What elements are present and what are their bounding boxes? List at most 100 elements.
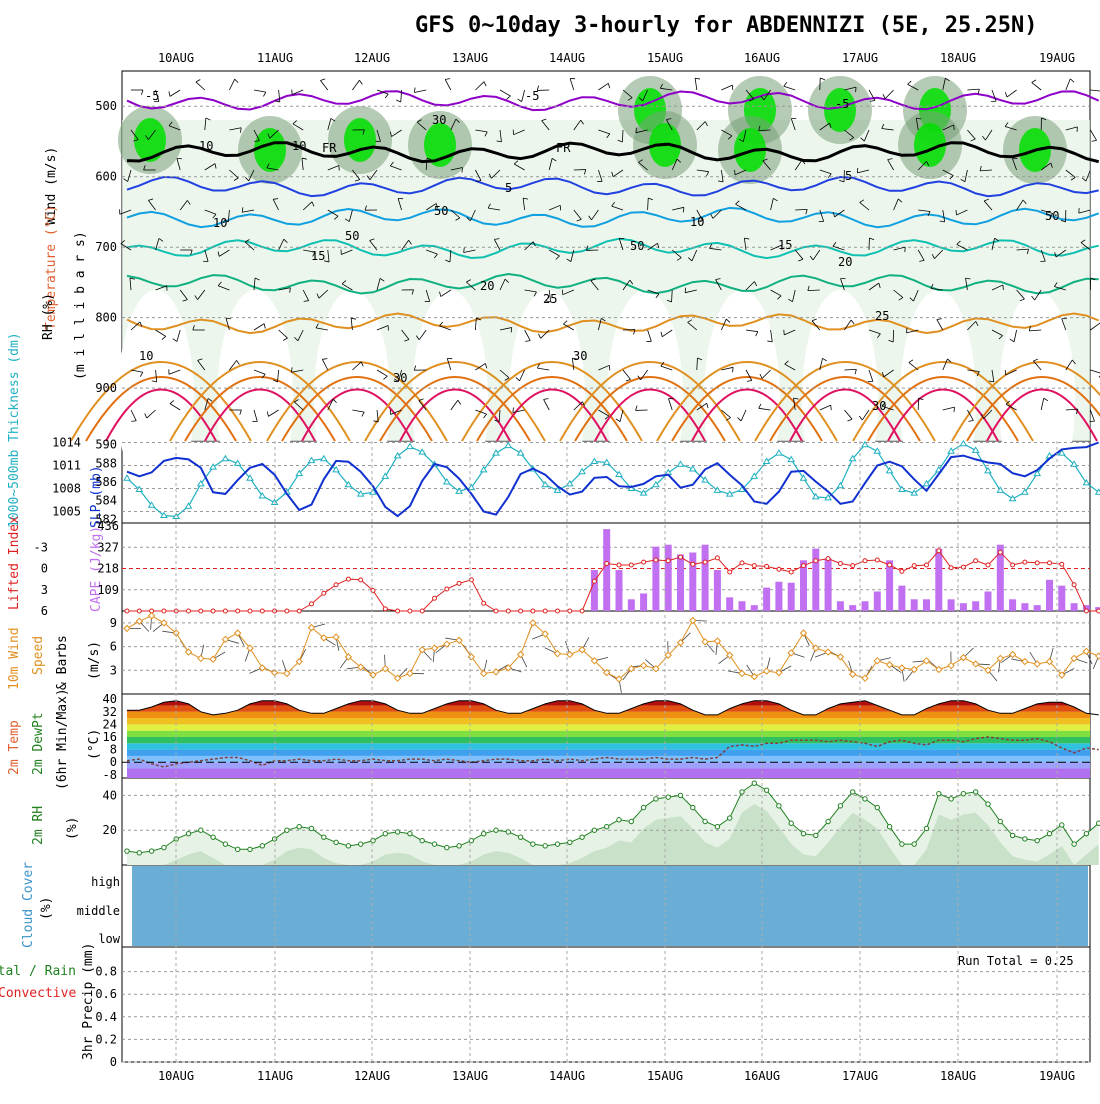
wind-barb [1090,323,1100,330]
rh2m-point [887,825,891,829]
wind-barb [445,79,451,90]
rh2m-label: 2m RH [31,806,46,845]
wind-barb-flag [141,90,143,95]
cape-bar [775,582,782,611]
cape-bar [1009,599,1016,611]
rh2m-point [371,838,375,842]
date-label-top: 14AUG [549,51,585,65]
date-label-bottom: 17AUG [842,1069,878,1083]
wind10-tick: 6 [110,640,117,654]
rh2m-point [322,835,326,839]
date-label-bottom: 15AUG [647,1069,683,1083]
rh2m-point [728,816,732,820]
wind10-speed-line [127,616,1099,679]
wind10-label-3: & Barbs [55,635,70,690]
cape-tick: 109 [97,583,119,597]
cape-bar [812,549,819,611]
wind10-label-1: 10m Wind [7,627,22,690]
lifted-index-point [752,564,756,568]
wind10-point [641,663,647,669]
rh2m-point [1084,831,1088,835]
wind-barb-flag [1003,285,1004,290]
wind-barb [170,90,180,96]
lifted-index-point [998,550,1002,554]
rh2m-point [678,793,682,797]
lifted-index-point [359,578,363,582]
lifted-index-point [925,563,929,567]
rh2m-point [715,825,719,829]
lifted-index-point [851,564,855,568]
wind-barb [967,89,979,90]
lifted-index-point [592,579,596,583]
chart-content: 10AUG10AUG11AUG11AUG12AUG12AUG13AUG13AUG… [34,51,1100,1083]
thickness-point [776,450,782,455]
rh2m-point [334,840,338,844]
date-label-top: 15AUG [647,51,683,65]
lifted-index-point [703,560,707,564]
cloud-unit: (%) [39,897,54,920]
rh2m-point [518,835,522,839]
temp-band [122,724,1090,730]
lifted-tick: 3 [41,583,48,597]
cape-bar [862,601,869,611]
rh2m-point [912,842,916,846]
cape-bar [677,554,684,611]
wind-barb-flag [820,78,825,80]
cape-bar [714,570,721,611]
lifted-index-point [420,609,424,613]
wind-barb-flag [235,79,239,83]
wind-barb [254,90,266,92]
wind-barb-flag [169,91,170,96]
wind-barb-flag [359,80,362,84]
date-label-top: 16AUG [744,51,780,65]
wind10-point [924,658,930,664]
contour-label: 10 [292,139,306,153]
wind10-point [973,661,979,667]
lifted-index-point [900,569,904,573]
cape-bar [640,593,647,611]
cape-bar [1046,580,1053,611]
wind10-tick: 9 [110,616,117,630]
contour-label: 30 [393,371,407,385]
precip-label-1: Total / Rain [0,964,76,979]
contour-label: 50 [345,229,359,243]
lifted-index-point [236,609,240,613]
rh2m-point [248,847,252,851]
lifted-index-point [506,609,510,613]
rh2m-point [543,844,547,848]
wind10-point [493,669,499,675]
rh2m-point [924,826,928,830]
wind10-point [887,662,893,668]
wind-barb-flag [608,83,609,88]
rh2m-point [851,790,855,794]
wind-barb-flag [685,288,686,293]
wind-barb [196,82,205,90]
wind10-point [788,650,794,656]
precip-tick: 0.4 [95,1010,117,1024]
wind-barb-flag [784,82,787,86]
temp2m-label-3: (6hr Min/Max) [55,688,70,790]
rh2m-point [900,842,904,846]
wind10-point [124,625,130,631]
lifted-index-point [605,562,609,566]
date-label-top: 10AUG [158,51,194,65]
rh2m-point [961,791,965,795]
rh2m-point [1060,823,1064,827]
lifted-index-point [961,565,965,569]
cape-bar [689,553,696,611]
wind10-point [186,649,192,655]
wind-barb-flag [517,99,521,102]
wind-barb [1032,83,1041,90]
lifted-index-point [248,609,252,613]
lifted-index-point [322,591,326,595]
lifted-index-point [125,609,129,613]
lifted-index-point [691,562,695,566]
rh2m-point [1023,837,1027,841]
wind-barb [721,85,732,90]
cape-bar [923,599,930,611]
lifted-index-point [445,587,449,591]
lifted-index-point [715,556,719,560]
rh2m-point [1072,842,1076,846]
rh2m-point [432,842,436,846]
